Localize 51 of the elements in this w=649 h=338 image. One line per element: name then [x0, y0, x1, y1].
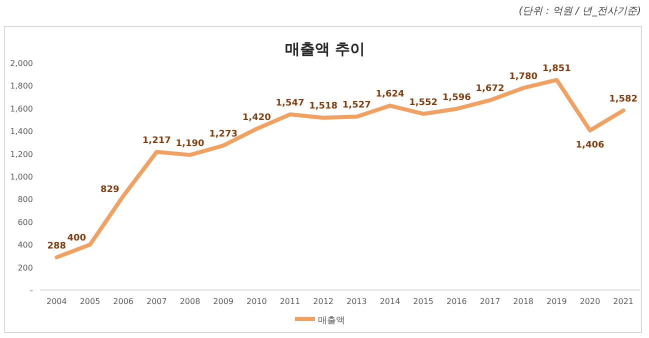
y-tick-label: 600: [18, 218, 33, 227]
x-tick-label: 2010: [246, 297, 267, 306]
legend: 매출액: [295, 316, 345, 326]
x-tick-label: 2017: [480, 297, 500, 306]
data-label: 1,420: [242, 112, 271, 123]
y-tick-label: -: [30, 286, 34, 295]
y-tick-label: 1,200: [10, 150, 33, 159]
y-tick-label: 400: [18, 240, 33, 250]
x-tick-label: 2015: [413, 297, 434, 306]
y-tick-label: 800: [18, 195, 33, 204]
y-tick-label: 1,800: [10, 82, 33, 91]
x-tick-label: 2014: [380, 297, 400, 306]
data-label: 1,217: [142, 136, 171, 146]
y-tick-label: 1,400: [10, 127, 33, 136]
x-tick-label: 2004: [46, 297, 67, 306]
data-label: 1,190: [176, 138, 204, 149]
data-label: 1,518: [309, 102, 338, 112]
data-label: 1,527: [342, 100, 371, 111]
data-label: 1,552: [409, 98, 438, 108]
y-tick-label: 1,600: [10, 104, 33, 114]
x-tick-label: 2008: [180, 297, 200, 306]
data-label: 1,780: [509, 72, 538, 82]
data-label: 829: [100, 184, 120, 195]
y-tick-label: 200: [18, 263, 33, 272]
data-label: 1,672: [476, 84, 504, 94]
x-tick-label: 2013: [346, 297, 367, 306]
data-label: 1,582: [609, 94, 638, 104]
x-tick-label: 2005: [80, 297, 100, 306]
data-label: 1,596: [442, 92, 471, 103]
x-tick-label: 2020: [580, 297, 600, 306]
x-tick-label: 2016: [446, 297, 467, 306]
data-label: 1,547: [276, 98, 304, 108]
data-label: 400: [67, 234, 86, 244]
data-label: 1,624: [376, 90, 404, 100]
data-label: 288: [47, 241, 66, 252]
text: (단위 : 억원 / 년_전사기준): [518, 6, 641, 17]
data-label: 1,406: [576, 140, 604, 150]
data-label: 1,851: [542, 64, 571, 74]
x-tick-label: 2007: [146, 297, 167, 306]
x-tick-label: 2011: [280, 297, 300, 306]
x-tick-label: 2021: [613, 297, 634, 306]
x-tick-label: 2012: [313, 297, 334, 306]
y-tick-label: 2,000: [10, 59, 33, 68]
x-tick-label: 2018: [513, 297, 534, 306]
data-label: 1,273: [209, 130, 238, 140]
x-tick-label: 2009: [213, 297, 234, 306]
y-tick-label: 1,000: [10, 172, 33, 182]
x-tick-label: 2019: [546, 297, 567, 306]
chart-title: 매출액 추이: [284, 40, 366, 58]
x-tick-label: 2006: [113, 297, 134, 306]
legend-label: 매출액: [318, 316, 345, 326]
